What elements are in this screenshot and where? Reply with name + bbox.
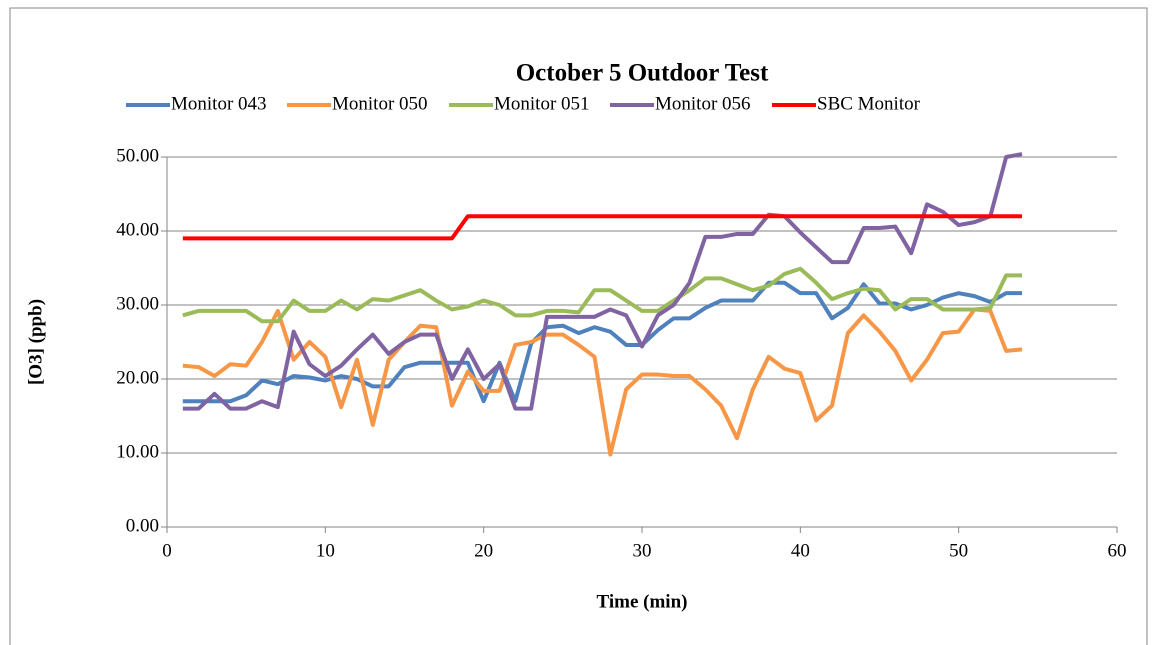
legend-label: Monitor 043 xyxy=(171,93,267,114)
series-line xyxy=(182,266,1022,324)
y-tick-label: 30.00 xyxy=(116,293,159,314)
legend-label: Monitor 056 xyxy=(655,93,751,114)
y-tick-label: 20.00 xyxy=(116,367,159,388)
x-tick-label: 0 xyxy=(162,540,172,561)
series-line xyxy=(182,307,1023,457)
y-tick-label: 50.00 xyxy=(116,145,159,166)
legend-label: Monitor 050 xyxy=(332,93,428,114)
y-tick-label: 0.00 xyxy=(126,515,159,536)
chart-frame xyxy=(9,7,1148,645)
chart-title: October 5 Outdoor Test xyxy=(516,60,769,87)
legend-label: SBC Monitor xyxy=(817,93,921,114)
y-tick-label: 40.00 xyxy=(116,219,159,240)
y-tick-label: 10.00 xyxy=(116,441,159,462)
legend-label: Monitor 051 xyxy=(494,93,590,114)
series-line xyxy=(182,152,1023,411)
x-tick-label: 50 xyxy=(949,540,968,561)
x-tick-label: 20 xyxy=(474,540,493,561)
plot-area xyxy=(182,152,1023,457)
series-line xyxy=(182,214,1022,241)
x-axis-label: Time (min) xyxy=(597,591,688,612)
x-tick-label: 40 xyxy=(791,540,810,561)
series-line xyxy=(182,280,1022,404)
x-tick-label: 60 xyxy=(1108,540,1127,561)
x-tick-label: 10 xyxy=(316,540,335,561)
y-axis-label: [O3] (ppb) xyxy=(25,299,46,385)
x-tick-label: 30 xyxy=(633,540,652,561)
